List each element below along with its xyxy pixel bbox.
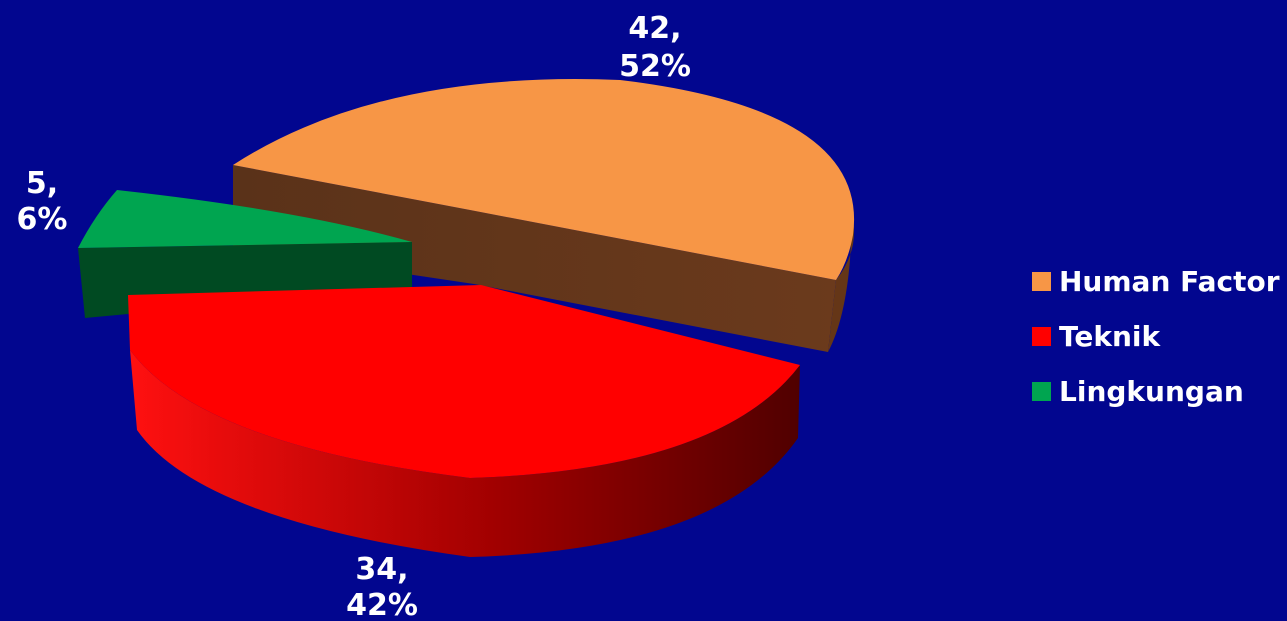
legend-label-teknik: Teknik bbox=[1059, 320, 1161, 353]
slice-teknik-top bbox=[128, 285, 800, 478]
legend-item-lingkungan: Lingkungan bbox=[1032, 364, 1280, 419]
legend-label-lingkungan: Lingkungan bbox=[1059, 375, 1244, 408]
legend: Human Factor Teknik Lingkungan bbox=[1032, 254, 1280, 419]
legend-swatch-lingkungan bbox=[1032, 382, 1051, 401]
slice-human-factor bbox=[233, 79, 855, 352]
slice-teknik-side bbox=[130, 350, 800, 557]
slice-lingkungan-top bbox=[78, 190, 412, 248]
label-teknik-percent: 42% bbox=[346, 588, 418, 621]
slice-human-factor-side bbox=[233, 165, 836, 352]
slice-human-factor-top bbox=[233, 79, 855, 281]
label-lingkungan-percent: 6% bbox=[17, 202, 68, 237]
label-teknik-value: 34, bbox=[355, 552, 408, 587]
label-human-factor-percent: 52% bbox=[619, 49, 691, 84]
legend-item-teknik: Teknik bbox=[1032, 309, 1280, 364]
legend-item-human-factor: Human Factor bbox=[1032, 254, 1280, 309]
slice-human-factor-side-outer bbox=[828, 215, 854, 352]
legend-label-human-factor: Human Factor bbox=[1059, 265, 1280, 298]
label-lingkungan-value: 5, bbox=[26, 166, 58, 201]
label-human-factor-value: 42, bbox=[628, 11, 681, 46]
legend-swatch-human-factor bbox=[1032, 272, 1051, 291]
slice-teknik bbox=[128, 285, 800, 557]
legend-swatch-teknik bbox=[1032, 327, 1051, 346]
